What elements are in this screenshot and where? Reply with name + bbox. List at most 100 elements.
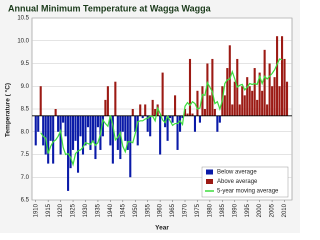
bar [154, 109, 157, 116]
bar [256, 99, 259, 116]
bar [49, 115, 52, 141]
bar [116, 115, 119, 150]
bar [74, 115, 77, 141]
bar [79, 115, 82, 137]
bar [271, 86, 274, 116]
bar [119, 115, 122, 160]
bar [159, 115, 162, 155]
y-tick-label: 9.0 [21, 84, 30, 90]
x-tick-label: 1930 [83, 203, 89, 217]
bar [89, 115, 92, 150]
bar [261, 90, 264, 116]
bar [149, 115, 152, 137]
y-tick-label: 10.5 [17, 16, 29, 22]
x-tick-label: 1940 [108, 203, 114, 217]
legend-label: Below average [217, 170, 257, 176]
bar [54, 109, 57, 116]
bar [258, 72, 261, 116]
bar [201, 86, 204, 116]
y-tick-label: 7.5 [21, 152, 30, 158]
bar [211, 58, 214, 116]
bar [206, 63, 209, 116]
bar [188, 58, 192, 116]
y-tick-label: 7.0 [21, 175, 30, 181]
bar [231, 104, 234, 116]
bar [124, 115, 127, 141]
bar [198, 115, 201, 123]
bar [59, 115, 62, 155]
bar [196, 90, 199, 116]
bar [109, 115, 112, 146]
bar [161, 72, 164, 116]
bar [186, 113, 189, 116]
bar [141, 115, 144, 119]
bar [144, 104, 147, 116]
bar [146, 115, 149, 132]
bar [84, 115, 87, 146]
x-tick-label: 1965 [170, 203, 176, 217]
x-tick-label: 1955 [145, 203, 151, 217]
legend-swatch [206, 169, 213, 175]
legend-box [201, 166, 289, 198]
bar [44, 115, 47, 155]
bar [129, 115, 132, 178]
x-tick-label: 1980 [207, 203, 213, 217]
bar [131, 109, 134, 116]
page: Annual Minimum Temperature at Wagga Wagg… [0, 0, 300, 233]
bar [183, 109, 187, 116]
bar [151, 99, 154, 116]
y-tick-label: 6.5 [21, 198, 30, 204]
bar [216, 115, 219, 132]
bar [266, 104, 269, 116]
bar [96, 115, 99, 128]
bar [226, 68, 229, 116]
x-tick-label: 1970 [183, 203, 189, 217]
bar [91, 115, 95, 141]
bar [276, 36, 279, 116]
bar [57, 115, 60, 132]
x-tick-label: 1950 [133, 203, 139, 217]
bar [273, 77, 276, 116]
legend-label: 5-year moving average [217, 189, 279, 195]
bar [114, 81, 117, 116]
bar [253, 68, 256, 116]
y-tick-label: 9.5 [21, 61, 30, 67]
y-tick-label: 10.0 [17, 38, 29, 44]
x-tick-label: 1990 [232, 203, 238, 217]
x-tick-label: 1995 [245, 203, 251, 217]
bar [281, 36, 284, 116]
bar [121, 115, 124, 132]
bar [34, 115, 37, 146]
x-tick-label: 1975 [195, 203, 201, 217]
bar [263, 49, 266, 116]
bar [218, 115, 221, 123]
bar [42, 115, 45, 146]
bar [228, 45, 231, 116]
y-tick-label: 8.5 [21, 107, 30, 113]
x-tick-label: 1985 [220, 203, 226, 217]
y-tick-label: 8.0 [21, 129, 30, 135]
bar [238, 104, 241, 116]
bar [181, 115, 184, 119]
x-tick-label: 1910 [33, 203, 39, 217]
bar [278, 86, 281, 116]
legend-swatch [206, 179, 213, 184]
bar [285, 81, 289, 116]
bar [203, 109, 206, 116]
chart-title: Annual Minimum Temperature at Wagga Wagg… [8, 3, 212, 13]
bar [166, 115, 169, 141]
bar [69, 115, 72, 169]
x-tick-label: 1935 [96, 203, 102, 217]
bar [101, 115, 104, 137]
bar [94, 115, 97, 160]
bar [191, 113, 194, 116]
bar [241, 86, 244, 116]
bar [39, 86, 42, 116]
bar [223, 95, 226, 116]
bar [176, 115, 179, 150]
bar [86, 115, 90, 128]
bar [139, 104, 142, 116]
x-tick-label: 1925 [71, 203, 77, 217]
bar [248, 86, 251, 116]
bar [134, 115, 137, 132]
